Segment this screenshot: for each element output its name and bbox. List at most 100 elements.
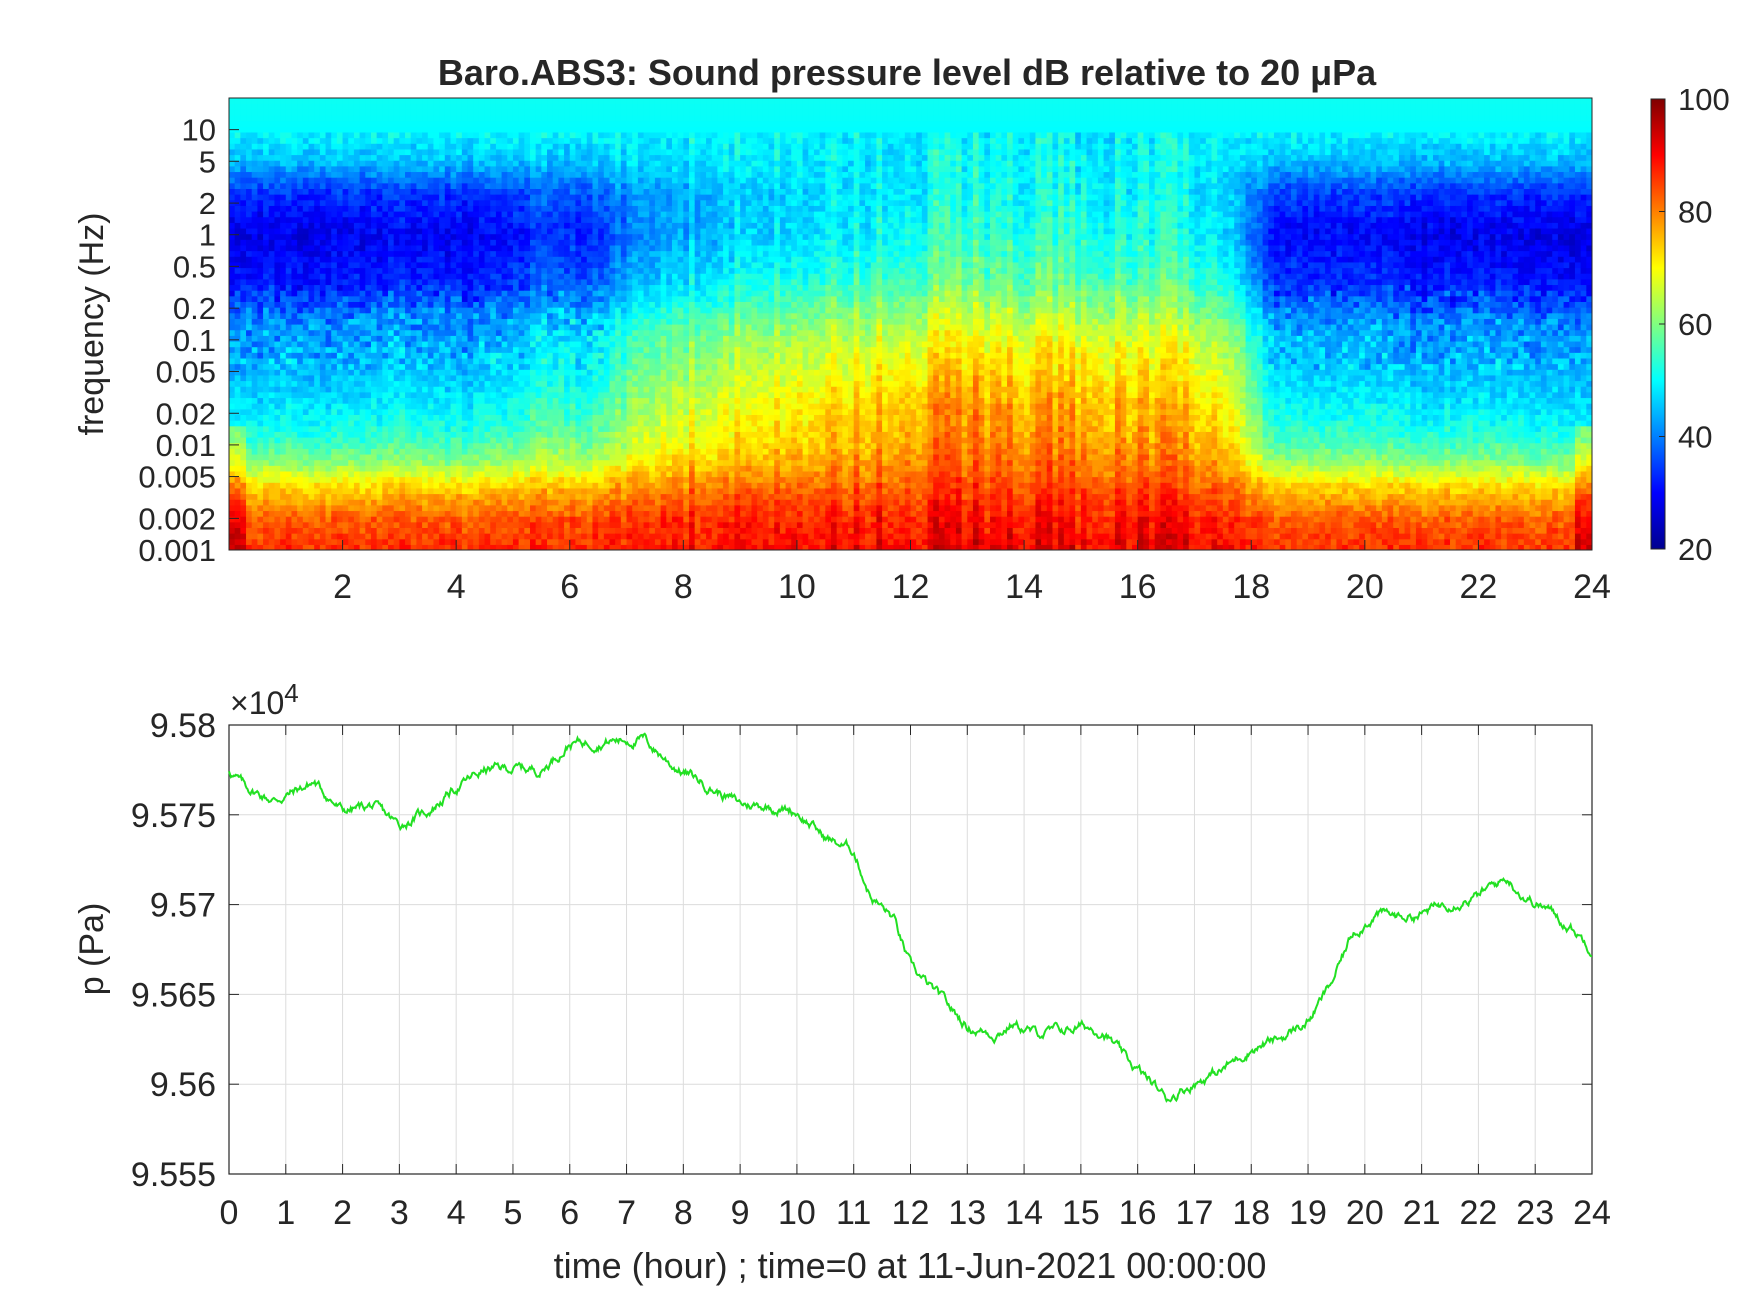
spectrogram-cell [359, 227, 366, 235]
spectrogram-cell [370, 295, 378, 302]
spectrogram-cell [382, 177, 389, 184]
spectrogram-cell [382, 143, 389, 150]
spectrogram-cell [558, 244, 565, 252]
spectrogram-cell [450, 420, 457, 427]
spectrogram-cell [581, 425, 588, 432]
spectrogram-cell [558, 442, 565, 449]
spectrogram-cell [263, 98, 270, 105]
spectrogram-cell [427, 194, 435, 201]
spectrogram-cell [297, 470, 304, 478]
spectrogram-cell [473, 295, 480, 302]
spectrogram-cell [353, 171, 361, 178]
spectrogram-cell [444, 261, 452, 269]
spectrogram-cell [427, 352, 435, 359]
spectrogram-cell [439, 329, 446, 336]
spectrogram-cell [524, 335, 531, 342]
spectrogram-cell [564, 154, 571, 161]
spectrogram-cell [427, 301, 435, 308]
spectrogram-cell [410, 386, 418, 393]
spectrogram-cell [422, 261, 429, 269]
spectrogram-cell [547, 357, 554, 365]
spectrogram-cell [336, 493, 344, 500]
spectrogram-cell [246, 448, 253, 455]
spectrogram-cell [433, 109, 440, 116]
spectrogram-cell [518, 312, 525, 319]
spectrogram-cell [251, 459, 258, 466]
spectrogram-cell [569, 148, 577, 156]
spectrogram-cell [302, 346, 310, 353]
spectrogram-cell [314, 273, 321, 280]
spectrogram-cell [325, 295, 332, 302]
spectrogram-cell [268, 199, 276, 206]
spectrogram-cell [302, 290, 310, 297]
spectrogram-cell [376, 324, 383, 331]
spectrogram-cell [484, 199, 491, 206]
spectrogram-cell [399, 397, 406, 404]
spectrogram-cell [439, 120, 446, 127]
spectrogram-cell [422, 465, 429, 472]
spectrogram-cell [541, 386, 548, 393]
spectrogram-cell [575, 233, 582, 240]
spectrogram-cell [444, 442, 452, 449]
spectrogram-cell [274, 211, 281, 218]
spectrogram-cell [547, 267, 554, 274]
spectrogram-cell [501, 329, 508, 336]
spectrogram-cell [285, 98, 293, 105]
spectrogram-cell [507, 194, 514, 201]
spectrogram-cell [388, 533, 395, 540]
spectrogram-cell [399, 109, 406, 116]
spectrogram-cell [331, 504, 338, 512]
spectrogram-cell [461, 386, 469, 393]
spectrogram-cell [234, 143, 241, 150]
spectrogram-cell [564, 386, 571, 393]
spectrogram-cell [569, 324, 577, 331]
spectrogram-cell [274, 352, 281, 359]
spectrogram-cell [234, 493, 241, 500]
spectrogram-cell [535, 352, 542, 359]
spectrogram-cell [524, 386, 531, 393]
spectrogram-cell [405, 493, 412, 500]
spectrogram-cell [564, 194, 571, 201]
spectrogram-cell [234, 171, 241, 178]
spectrogram-cell [291, 521, 298, 528]
spectrogram-cell [478, 261, 486, 269]
spectrogram-cell [512, 239, 520, 246]
spectrogram-cell [359, 340, 366, 348]
spectrogram-cell [388, 227, 395, 235]
spectrogram-cell [405, 227, 412, 235]
spectrogram-cell [433, 527, 440, 534]
spectrogram-cell [581, 442, 588, 449]
spectrogram-cell [291, 284, 298, 291]
spectrogram-cell [456, 465, 463, 472]
spectrogram-cell [518, 386, 525, 393]
spectrogram-cell [558, 499, 565, 506]
spectrogram-cell [302, 403, 310, 410]
spectrogram-cell [456, 340, 463, 348]
spectrogram-cell [342, 363, 349, 370]
spectrogram-cell [575, 109, 582, 116]
spectrogram-cell [268, 431, 276, 438]
spectrogram-cell [302, 459, 310, 466]
spectrogram-cell [518, 284, 525, 291]
spectrogram-cell [342, 482, 349, 489]
spectrogram-cell [393, 521, 400, 528]
spectrogram-cell [461, 199, 469, 206]
spectrogram-cell [331, 470, 338, 478]
spectrogram-cell [359, 408, 366, 415]
spectrogram-cell [399, 493, 406, 500]
spectrogram-cell [569, 160, 577, 167]
spectrogram-cell [552, 131, 559, 139]
spectrogram-cell [274, 431, 281, 438]
spectrogram-cell [495, 533, 503, 540]
spectrogram-cell [524, 391, 531, 399]
spectrogram-cell [564, 109, 571, 116]
spectrogram-cell [456, 131, 463, 139]
spectrogram-cell [308, 425, 315, 432]
spectrogram-cell [388, 205, 395, 212]
spectrogram-cell [530, 453, 537, 461]
spectrogram-cell [473, 465, 480, 472]
spectrogram-cell [291, 408, 298, 415]
spectrogram-cell [280, 391, 287, 399]
spectrogram-cell [416, 114, 423, 122]
spectrogram-cell [399, 98, 406, 105]
